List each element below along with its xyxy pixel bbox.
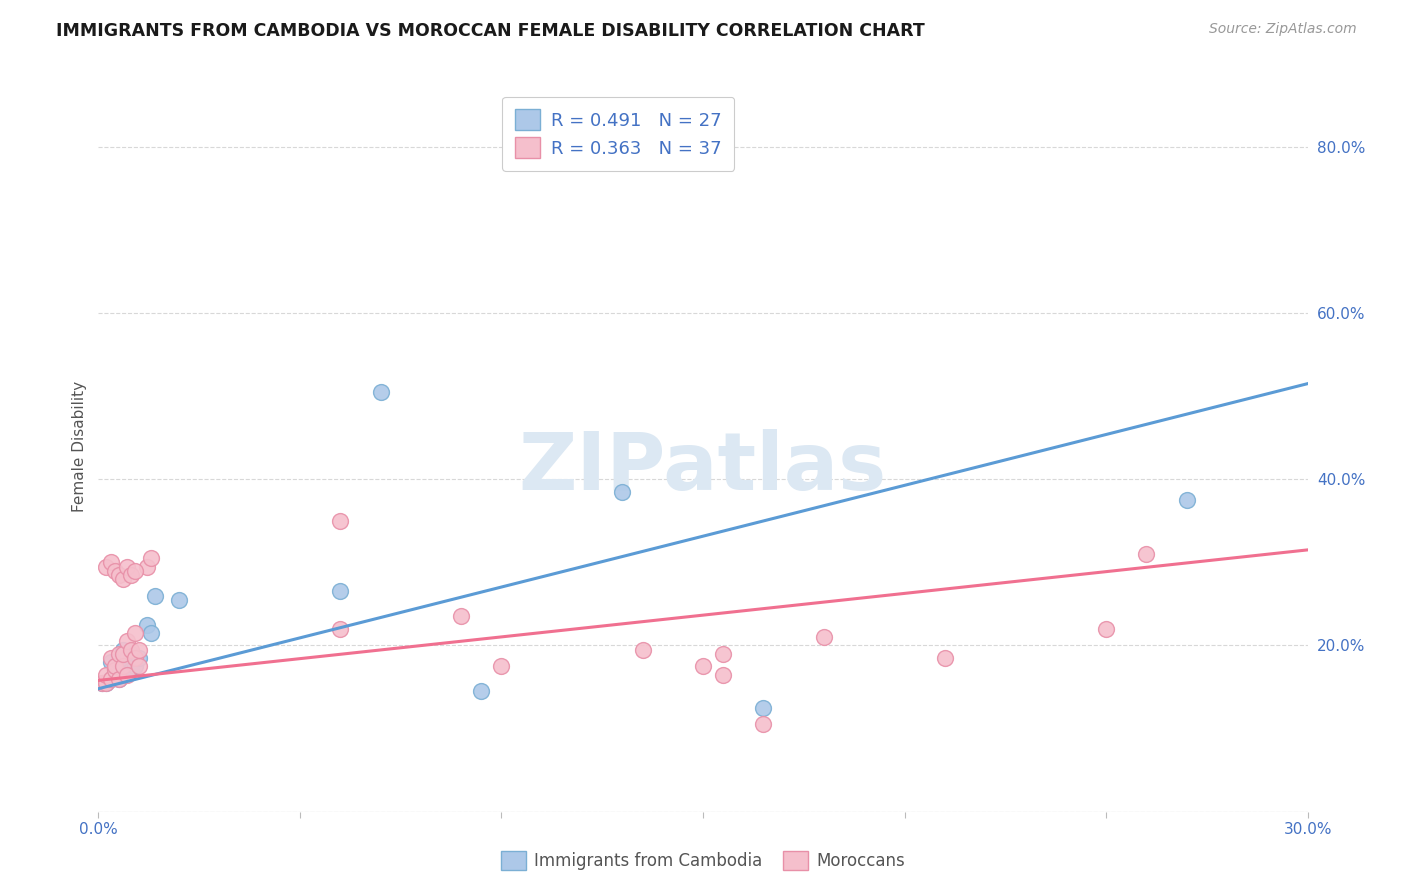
Point	[91, 676, 114, 690]
Point	[124, 659, 146, 673]
Point	[115, 667, 138, 681]
Point	[124, 626, 146, 640]
Point	[115, 651, 138, 665]
Point	[120, 642, 142, 657]
Y-axis label: Female Disability: Female Disability	[72, 380, 87, 512]
Point	[329, 584, 352, 599]
Point	[692, 659, 714, 673]
Text: IMMIGRANTS FROM CAMBODIA VS MOROCCAN FEMALE DISABILITY CORRELATION CHART: IMMIGRANTS FROM CAMBODIA VS MOROCCAN FEM…	[56, 22, 925, 40]
Point	[103, 664, 125, 678]
Point	[752, 701, 775, 715]
Point	[124, 651, 146, 665]
Point	[107, 567, 129, 582]
Text: ZIPatlas: ZIPatlas	[519, 429, 887, 507]
Point	[103, 659, 125, 673]
Point	[1175, 493, 1198, 508]
Point	[135, 559, 157, 574]
Point	[115, 634, 138, 648]
Point	[107, 672, 129, 686]
Point	[100, 655, 122, 669]
Point	[143, 589, 166, 603]
Point	[711, 667, 734, 681]
Point	[103, 664, 125, 678]
Point	[100, 555, 122, 569]
Point	[103, 564, 125, 578]
Point	[135, 617, 157, 632]
Point	[1135, 547, 1157, 561]
Point	[128, 659, 150, 673]
Point	[470, 684, 492, 698]
Point	[111, 647, 134, 661]
Point	[107, 672, 129, 686]
Point	[450, 609, 472, 624]
Point	[100, 672, 122, 686]
Point	[711, 647, 734, 661]
Point	[100, 672, 122, 686]
Legend: R = 0.491   N = 27, R = 0.363   N = 37: R = 0.491 N = 27, R = 0.363 N = 37	[502, 96, 734, 171]
Point	[167, 592, 190, 607]
Point	[612, 484, 634, 499]
Point	[139, 626, 162, 640]
Text: Source: ZipAtlas.com: Source: ZipAtlas.com	[1209, 22, 1357, 37]
Point	[329, 622, 352, 636]
Point	[139, 551, 162, 566]
Point	[631, 642, 654, 657]
Point	[329, 514, 352, 528]
Point	[96, 676, 118, 690]
Point	[107, 647, 129, 661]
Point	[115, 559, 138, 574]
Point	[96, 559, 118, 574]
Point	[1095, 622, 1118, 636]
Point	[91, 676, 114, 690]
Point	[103, 659, 125, 673]
Point	[111, 572, 134, 586]
Point	[120, 567, 142, 582]
Point	[128, 642, 150, 657]
Point	[107, 655, 129, 669]
Point	[491, 659, 513, 673]
Point	[120, 664, 142, 678]
Legend: Immigrants from Cambodia, Moroccans: Immigrants from Cambodia, Moroccans	[495, 844, 911, 877]
Point	[96, 667, 118, 681]
Point	[111, 659, 134, 673]
Point	[752, 717, 775, 731]
Point	[120, 647, 142, 661]
Point	[100, 651, 122, 665]
Point	[370, 384, 392, 399]
Point	[96, 676, 118, 690]
Point	[115, 659, 138, 673]
Point	[111, 664, 134, 678]
Point	[111, 642, 134, 657]
Point	[124, 564, 146, 578]
Point	[813, 630, 835, 644]
Point	[934, 651, 956, 665]
Point	[128, 651, 150, 665]
